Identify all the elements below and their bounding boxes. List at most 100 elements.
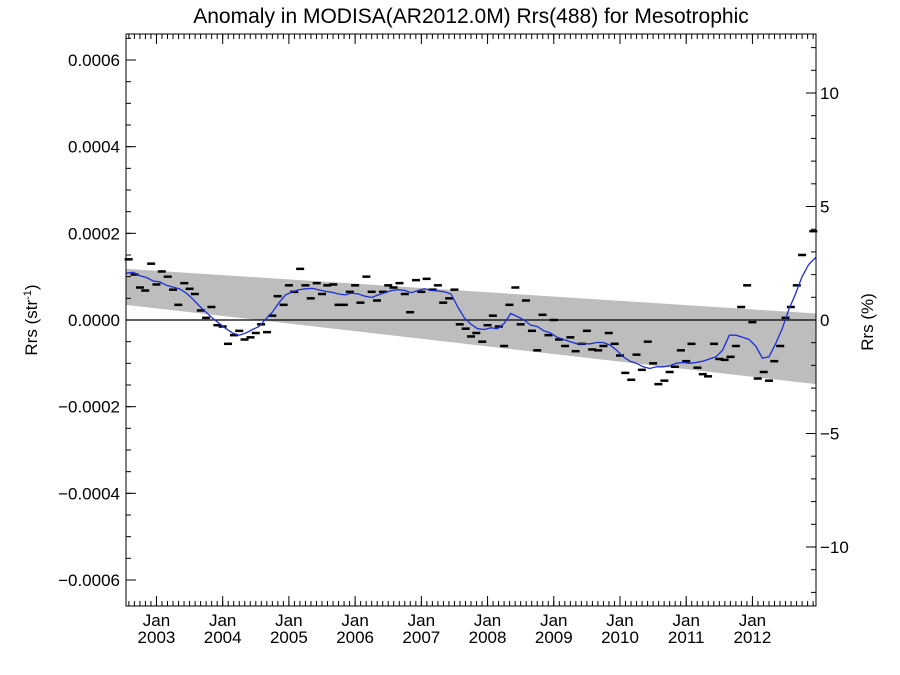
anomaly-marker: [654, 382, 663, 386]
anomaly-marker: [809, 229, 818, 233]
anomaly-marker: [367, 290, 376, 294]
band-area: [126, 268, 816, 385]
x-tick-label-month: Jan: [209, 611, 236, 630]
anomaly-marker: [417, 290, 426, 294]
anomaly-marker: [169, 288, 178, 291]
x-tick-label-year: 2003: [138, 628, 176, 647]
anomaly-marker: [318, 292, 327, 296]
anomaly-marker: [770, 359, 779, 363]
anomaly-marker: [439, 301, 448, 304]
x-tick-label-month: Jan: [540, 611, 567, 630]
anomaly-marker: [604, 331, 613, 335]
anomaly-marker: [720, 358, 729, 362]
anomaly-marker: [521, 299, 530, 302]
anomaly-marker: [339, 303, 348, 307]
anomaly-marker: [549, 318, 558, 322]
y2-tick-label: −5: [820, 424, 839, 443]
anomaly-marker: [185, 287, 194, 291]
anomaly-marker: [461, 327, 470, 330]
anomaly-marker: [235, 329, 244, 333]
anomaly-marker: [329, 283, 338, 286]
anomaly-marker: [753, 377, 762, 380]
anomaly-marker: [213, 323, 222, 327]
x-tick-label-month: Jan: [408, 611, 435, 630]
anomaly-marker: [483, 323, 492, 327]
anomaly-marker: [196, 309, 205, 312]
anomaly-marker: [798, 253, 807, 257]
anomaly-marker: [599, 344, 608, 348]
anomaly-marker: [693, 366, 702, 369]
anomaly-marker: [157, 270, 166, 273]
anomaly-marker: [130, 273, 139, 276]
anomaly-marker: [538, 313, 547, 317]
anomaly-marker: [533, 349, 542, 352]
anomaly-marker: [643, 340, 652, 343]
anomaly-marker: [737, 305, 746, 309]
anomaly-marker: [731, 344, 740, 348]
anomaly-marker: [637, 368, 646, 372]
trend-confidence-band: [126, 268, 816, 385]
anomaly-marker: [190, 292, 199, 296]
anomaly-marker: [428, 288, 437, 291]
anomaly-marker: [240, 338, 249, 341]
anomaly-marker: [566, 336, 575, 339]
anomaly-marker: [284, 284, 293, 287]
anomaly-marker: [649, 362, 658, 365]
anomaly-marker: [312, 281, 321, 285]
anomaly-marker: [251, 331, 260, 335]
y2-tick-label: 10: [820, 84, 839, 103]
x-tick-label-month: Jan: [606, 611, 633, 630]
anomaly-marker: [223, 342, 232, 346]
anomaly-marker: [378, 290, 387, 294]
anomaly-marker: [296, 267, 305, 271]
anomaly-marker: [621, 371, 630, 375]
anomaly-marker: [776, 344, 785, 348]
anomaly-marker: [698, 372, 707, 376]
anomaly-marker: [615, 354, 624, 357]
anomaly-marker: [384, 284, 393, 287]
anomaly-marker: [301, 284, 310, 287]
anomaly-marker: [665, 370, 674, 374]
x-tick-label-year: 2007: [402, 628, 440, 647]
y-tick-label: −0.0002: [58, 398, 120, 417]
anomaly-marker: [610, 342, 619, 346]
anomaly-marker: [571, 349, 580, 353]
anomaly-marker: [627, 378, 636, 382]
x-tick-label-year: 2012: [734, 628, 772, 647]
anomaly-marker: [472, 331, 481, 335]
anomaly-marker: [764, 379, 773, 382]
anomaly-marker: [759, 370, 768, 374]
anomaly-marker: [660, 379, 669, 382]
anomaly-marker: [229, 333, 238, 337]
anomaly-marker: [395, 281, 404, 285]
plot-axes: −0.0006 −0.0004 −0.0002 0.0000 0.0002 0.0004 0…: [58, 33, 849, 647]
anomaly-marker: [263, 330, 272, 334]
anomaly-marker: [306, 297, 315, 300]
anomaly-marker: [478, 340, 487, 343]
anomaly-marker: [152, 283, 161, 286]
anomaly-marker: [207, 305, 216, 309]
anomaly-marker: [273, 294, 282, 298]
x-tick-label-month: Jan: [474, 611, 501, 630]
y-tick-label: 0.0004: [68, 138, 120, 157]
anomaly-marker: [544, 333, 553, 337]
anomaly-marker: [400, 292, 409, 296]
anomaly-marker: [676, 349, 685, 352]
x-tick-label-month: Jan: [143, 611, 170, 630]
y-axis-title: Rrs (str-1): [22, 284, 41, 355]
anomaly-marker: [180, 281, 189, 285]
anomaly-marker: [351, 284, 360, 287]
y-tick-label: −0.0006: [58, 571, 120, 590]
anomaly-marker: [687, 342, 696, 346]
anomaly-marker: [748, 320, 757, 324]
y-tick-label: 0.0000: [68, 311, 120, 330]
x-tick-label-month: Jan: [341, 611, 368, 630]
anomaly-marker: [511, 286, 520, 289]
anomaly-marker: [163, 275, 172, 278]
running-mean-line: [125, 256, 817, 370]
x-tick-label-month: Jan: [275, 611, 302, 630]
anomaly-marker: [389, 286, 398, 289]
chart-title: Anomaly in MODISA(AR2012.0M) Rrs(488) fo…: [193, 5, 749, 28]
anomaly-marker: [588, 348, 597, 351]
